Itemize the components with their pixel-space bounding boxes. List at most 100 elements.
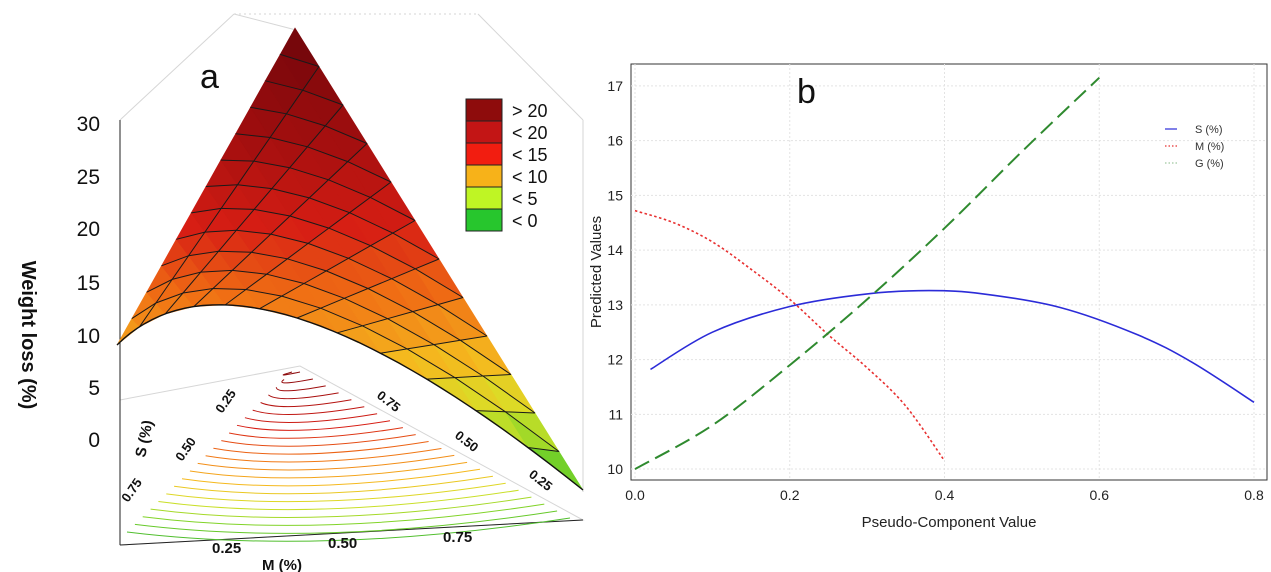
contour-line bbox=[134, 510, 558, 534]
mesh-line bbox=[161, 250, 512, 375]
contour-line bbox=[260, 399, 352, 408]
mesh-line bbox=[296, 258, 440, 319]
y-tick-label: 16 bbox=[607, 133, 623, 149]
mesh-line bbox=[131, 287, 560, 452]
legend-swatch bbox=[465, 208, 503, 232]
contour-line bbox=[126, 517, 571, 542]
y-tick-label: 15 bbox=[607, 187, 623, 203]
y-tick-label: 14 bbox=[607, 242, 623, 258]
mesh-line bbox=[176, 229, 488, 337]
panel-b-letter: b bbox=[797, 73, 816, 111]
line-legend: S (%) M (%) G (%) bbox=[1165, 124, 1224, 170]
contour-line bbox=[221, 434, 416, 447]
x-tick-label: 0.0 bbox=[625, 487, 645, 503]
mesh-line bbox=[527, 447, 560, 452]
mesh-line bbox=[265, 80, 344, 106]
plot-area bbox=[630, 63, 1268, 481]
contour-line bbox=[236, 420, 391, 431]
mesh-line bbox=[220, 159, 416, 221]
y-tick-labels: 10 11 12 13 14 15 16 17 bbox=[607, 78, 623, 477]
z-tick-label: 15 bbox=[77, 272, 100, 295]
contour-line bbox=[142, 503, 545, 526]
mesh-line bbox=[250, 106, 368, 144]
z-tick-label: 5 bbox=[88, 377, 100, 400]
contour-line bbox=[275, 385, 326, 392]
contour-line bbox=[174, 475, 493, 495]
contour-line bbox=[282, 371, 301, 376]
right-tick-label: 0.25 bbox=[526, 467, 555, 494]
contour-line bbox=[268, 392, 339, 400]
legend-label: < 10 bbox=[512, 167, 548, 187]
z-tick-label: 30 bbox=[77, 113, 100, 136]
series bbox=[634, 76, 1255, 470]
surface-legend: > 20 < 20 < 15 < 10 < 5 < 0 bbox=[465, 98, 548, 232]
mesh-line bbox=[475, 410, 536, 414]
series-line-m bbox=[634, 209, 946, 462]
mesh-line bbox=[280, 53, 320, 67]
grid bbox=[631, 64, 1267, 480]
contour-line bbox=[189, 461, 468, 479]
legend-label: < 5 bbox=[512, 189, 538, 209]
mesh-line bbox=[259, 220, 416, 310]
contour-line bbox=[150, 496, 532, 518]
contour-line bbox=[166, 482, 506, 503]
legend-label: < 0 bbox=[512, 211, 538, 231]
panel-a-surface-plot: 30 25 20 15 10 5 0 Weight loss (%) a > 2… bbox=[17, 13, 585, 572]
panel-b-line-chart: 0.0 0.2 0.4 0.6 0.8 10 11 12 13 14 15 16 17 Pseudo-… bbox=[588, 63, 1268, 531]
surface-mesh bbox=[131, 53, 560, 452]
z-tick-label: 20 bbox=[77, 218, 100, 241]
mesh-line bbox=[191, 207, 464, 298]
m-tick-label: 0.50 bbox=[328, 535, 357, 552]
surface-edge bbox=[116, 304, 584, 491]
series-line-g bbox=[634, 76, 1100, 470]
legend-label: > 20 bbox=[512, 101, 548, 121]
m-tick-label: 0.75 bbox=[443, 529, 472, 546]
contour-line bbox=[213, 441, 429, 455]
mesh-line bbox=[205, 184, 440, 260]
mesh-line bbox=[380, 335, 488, 354]
m-axis-label: M (%) bbox=[262, 557, 302, 572]
y-tick-label: 10 bbox=[607, 461, 623, 477]
m-tick-label: 0.25 bbox=[212, 540, 241, 557]
contour-line bbox=[252, 406, 365, 416]
y-tick-label: 17 bbox=[607, 78, 623, 94]
legend-swatch bbox=[465, 164, 503, 188]
x-axis-title: Pseudo-Component Value bbox=[862, 514, 1037, 531]
z-tick-label: 10 bbox=[77, 325, 100, 348]
legend-swatch bbox=[465, 98, 503, 122]
contour-line bbox=[158, 489, 519, 511]
base-front-edge bbox=[119, 519, 584, 546]
legend-label: G (%) bbox=[1195, 158, 1224, 170]
x-tick-label: 0.4 bbox=[935, 487, 955, 503]
y-axis-title: Predicted Values bbox=[588, 216, 605, 328]
y-tick-label: 11 bbox=[608, 406, 623, 422]
mesh-line bbox=[337, 297, 464, 334]
x-tick-label: 0.2 bbox=[780, 487, 800, 503]
mesh-line bbox=[139, 66, 320, 327]
contour-line bbox=[197, 454, 455, 471]
contour-line bbox=[181, 468, 481, 487]
series-line-s bbox=[650, 289, 1255, 403]
y-tick-label: 13 bbox=[607, 297, 623, 313]
z-tick-label: 25 bbox=[77, 166, 100, 189]
contour-line bbox=[205, 448, 442, 463]
contour-lines bbox=[126, 371, 571, 542]
surface-box bbox=[119, 13, 584, 492]
z-tick-label: 0 bbox=[88, 429, 100, 452]
z-axis-title: Weight loss (%) bbox=[17, 261, 39, 410]
legend-swatch bbox=[465, 186, 503, 210]
contour-line bbox=[281, 378, 313, 384]
mesh-line bbox=[426, 374, 512, 380]
legend-label: M (%) bbox=[1195, 141, 1224, 153]
response-surface bbox=[116, 27, 584, 491]
contour-line bbox=[244, 413, 378, 423]
z-tick-labels: 30 25 20 15 10 5 0 bbox=[77, 113, 100, 452]
x-tick-label: 0.8 bbox=[1244, 487, 1264, 503]
legend-label: < 15 bbox=[512, 145, 548, 165]
legend-label: S (%) bbox=[1195, 124, 1223, 136]
contour-line bbox=[228, 427, 403, 439]
panel-a-letter: a bbox=[200, 58, 219, 96]
x-tick-label: 0.6 bbox=[1090, 487, 1110, 503]
mesh-line bbox=[193, 143, 368, 307]
